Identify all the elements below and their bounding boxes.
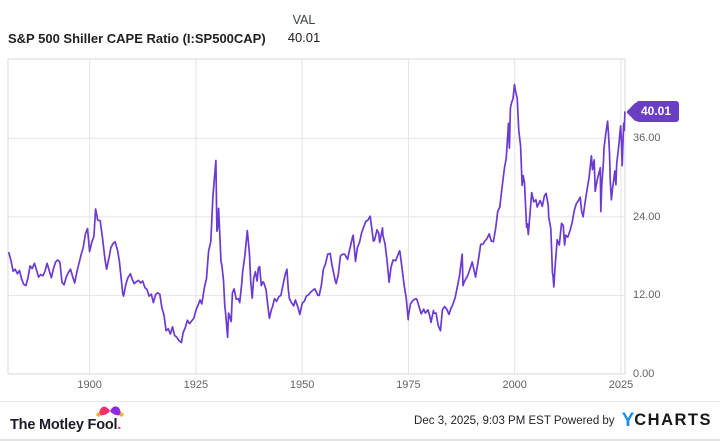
val-current-value: 40.01: [287, 30, 321, 45]
y-axis-tick-label: 12.00: [633, 289, 661, 302]
footer: The Motley Fool. Dec 3, 2025, 9:03 PM ES…: [0, 401, 720, 439]
motley-fool-logo: The Motley Fool.: [10, 405, 124, 433]
y-axis-tick-label: 0.00: [633, 368, 655, 380]
jester-hat-icon: [95, 402, 125, 423]
ycharts-logo: Y CHARTS: [622, 411, 712, 430]
attribution: Dec 3, 2025, 9:03 PM EST Powered by Y CHA…: [414, 411, 712, 430]
timestamp-text: Dec 3, 2025, 9:03 PM EST Powered by: [414, 414, 615, 427]
x-axis-tick-label: 1900: [77, 379, 102, 391]
x-axis-tick-label: 2000: [502, 379, 527, 391]
motley-fool-wordmark: The Motley Fool: [10, 416, 118, 433]
val-column-header: VAL: [292, 13, 316, 27]
x-axis-tick-label: 1950: [289, 379, 315, 391]
current-value-badge-label: 40.01: [641, 104, 672, 119]
ycharts-y-mark: Y: [621, 410, 635, 431]
current-value-badge: 40.01: [636, 101, 680, 123]
y-axis-tick-label: 24.00: [633, 210, 661, 223]
y-axis-tick-label: 36.00: [633, 132, 661, 145]
x-axis-tick-label: 1925: [183, 379, 209, 391]
ycharts-wordmark: CHARTS: [634, 411, 712, 430]
chart-title: S&P 500 Shiller CAPE Ratio (I:SP500CAP): [8, 31, 266, 46]
motley-fool-trademark-dot: .: [117, 416, 122, 433]
value-column: VAL 40.01: [262, 12, 346, 47]
x-axis-tick-label: 2025: [608, 379, 634, 391]
x-axis-tick-label: 1975: [396, 379, 421, 391]
